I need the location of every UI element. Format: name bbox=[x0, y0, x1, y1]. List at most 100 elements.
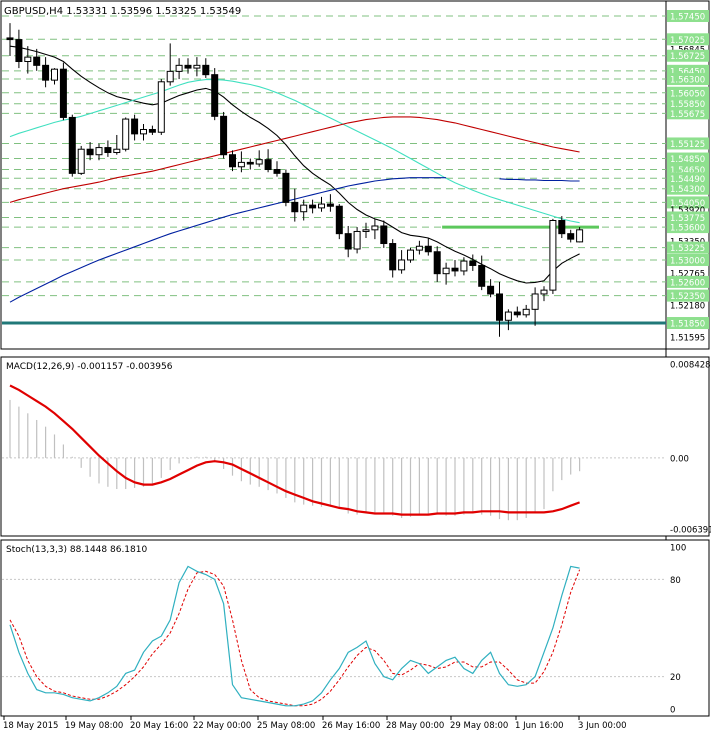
candle-body bbox=[211, 74, 219, 117]
price-tag-box bbox=[667, 196, 709, 209]
price-scale-label: 1.57025 bbox=[670, 36, 705, 46]
price-tag-box bbox=[667, 211, 709, 224]
candle-body bbox=[309, 204, 317, 209]
time-axis-label: 1 Jun 16:00 bbox=[515, 721, 564, 731]
candle-body bbox=[362, 229, 370, 232]
candle-body bbox=[166, 70, 174, 83]
candle-body bbox=[95, 147, 103, 156]
price-scale-label: 1.53775 bbox=[670, 214, 705, 224]
price-scale-label: 1.55675 bbox=[670, 110, 705, 120]
moving-average-line bbox=[9, 79, 580, 224]
price-tag-box bbox=[667, 317, 709, 330]
price-scale-label: 1.57450 bbox=[670, 13, 705, 23]
candle-body bbox=[389, 243, 397, 271]
stochastic-scale-label: 0 bbox=[670, 706, 675, 716]
stochastic-panel[interactable]: 100 80 20 0 bbox=[0, 539, 710, 717]
price-panel[interactable]: 1.574501.570251.568451.567251.564501.563… bbox=[0, 0, 710, 716]
candle-body bbox=[42, 64, 50, 81]
candle-body bbox=[496, 293, 503, 321]
price-scale-label: 1.56050 bbox=[670, 89, 705, 99]
time-axis-label: 20 May 16:00 bbox=[130, 721, 188, 731]
candle-body bbox=[229, 154, 236, 168]
candle-body bbox=[522, 308, 530, 316]
price-scale-label: 1.52350 bbox=[670, 292, 705, 302]
candle-body bbox=[424, 245, 432, 253]
candle-body bbox=[157, 81, 165, 133]
candle-body bbox=[344, 233, 352, 250]
macd-signal-line bbox=[9, 384, 580, 516]
price-tag-box bbox=[667, 241, 709, 254]
price-scale-label: 1.54300 bbox=[670, 185, 705, 195]
candle-body bbox=[291, 201, 299, 213]
moving-average-line bbox=[9, 116, 580, 203]
candle-body bbox=[531, 293, 539, 310]
price-tag-box bbox=[667, 97, 709, 110]
macd-title: MACD(12,26,9) -0.001157 -0.003956 bbox=[6, 362, 173, 372]
price-tag-box bbox=[667, 10, 709, 22]
candle-body bbox=[433, 251, 441, 275]
candle-body bbox=[540, 289, 548, 295]
candle-body bbox=[398, 259, 406, 271]
candle-body bbox=[193, 64, 201, 69]
stochastic-main-line bbox=[9, 565, 580, 707]
candle-body bbox=[113, 148, 121, 154]
price-tag-box bbox=[667, 275, 709, 288]
price-tag-box bbox=[667, 182, 709, 195]
candle-body bbox=[68, 116, 76, 174]
candle-body bbox=[335, 205, 343, 235]
candle-body bbox=[415, 245, 423, 251]
candle-body bbox=[175, 64, 183, 72]
stochastic-scale-label: 20 bbox=[670, 673, 681, 683]
price-scale-label: 1.51850 bbox=[670, 320, 705, 330]
price-scale-label: 1.52600 bbox=[670, 278, 705, 288]
price-scale-label: 1.52180 bbox=[670, 301, 705, 311]
price-scale-label: 1.54490 bbox=[670, 175, 705, 185]
time-axis: 18 May 2015 19 May 08:00 20 May 16:00 22 Ma… bbox=[3, 716, 627, 731]
price-tag-box bbox=[667, 221, 709, 234]
price-scale-label: 1.53920 bbox=[670, 206, 705, 216]
candle-body bbox=[220, 115, 228, 156]
time-axis-label: 3 Jun 00:00 bbox=[578, 721, 627, 731]
price-scale-label: 1.53225 bbox=[670, 244, 705, 254]
candle-body bbox=[353, 230, 361, 250]
candle-body bbox=[77, 148, 85, 174]
price-tag-box bbox=[667, 137, 709, 150]
price-tag-box bbox=[667, 107, 709, 120]
candle-body bbox=[86, 148, 94, 156]
price-tag-box bbox=[667, 86, 709, 99]
price-scale-label: 1.53600 bbox=[670, 224, 705, 234]
candle-body bbox=[6, 37, 14, 41]
price-scale-label: 1.56450 bbox=[670, 67, 705, 77]
price-scale-label: 1.54050 bbox=[670, 199, 705, 209]
candle-body bbox=[33, 56, 41, 66]
time-axis-label: 18 May 2015 bbox=[3, 721, 58, 731]
price-tag-box bbox=[667, 289, 709, 302]
candle-body bbox=[264, 159, 272, 171]
time-axis-label: 19 May 08:00 bbox=[65, 721, 123, 731]
candle-body bbox=[300, 204, 308, 213]
stochastic-scale-label: 100 bbox=[670, 544, 686, 554]
price-panel-frame bbox=[0, 0, 710, 350]
candle-body bbox=[318, 203, 325, 209]
candle-body bbox=[255, 159, 263, 165]
stochastic-panel-frame bbox=[0, 539, 710, 717]
macd-scale-label: -0.006391 bbox=[670, 526, 711, 536]
price-tag-box bbox=[667, 33, 709, 46]
candle-body bbox=[576, 229, 584, 243]
time-axis-label: 25 May 08:00 bbox=[257, 721, 315, 731]
price-scale-label: 1.56725 bbox=[670, 52, 705, 62]
candle-body bbox=[140, 128, 147, 135]
price-scale-label: 1.54650 bbox=[670, 166, 705, 176]
candle-body bbox=[567, 233, 575, 240]
candle-body bbox=[469, 260, 477, 266]
candle-body bbox=[237, 161, 245, 168]
macd-panel[interactable]: 0.008428 0.00 -0.006391 bbox=[0, 356, 711, 537]
price-tag-box bbox=[667, 49, 709, 62]
candle-body bbox=[442, 267, 450, 275]
price-scale-label: 1.53000 bbox=[670, 256, 705, 266]
candle-body bbox=[326, 203, 334, 207]
candle-body bbox=[131, 118, 139, 135]
price-tag-box bbox=[667, 253, 709, 266]
stochastic-title: Stoch(13,3,3) 88.1448 86.1810 bbox=[6, 545, 147, 555]
